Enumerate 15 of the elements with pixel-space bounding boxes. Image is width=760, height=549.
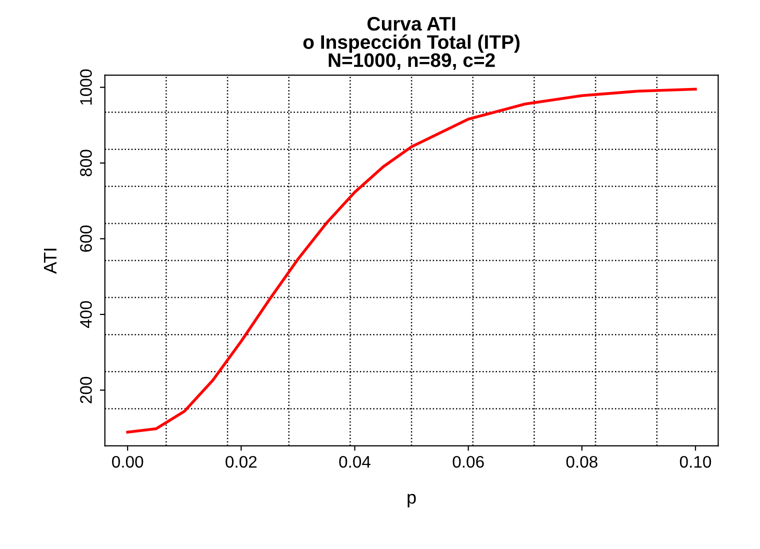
- x-axis-title: p: [408, 494, 416, 508]
- x-tick-label: 0.10: [680, 456, 712, 468]
- y-tick-label: 400: [80, 301, 92, 328]
- y-tick-label: 1000: [80, 69, 92, 105]
- x-tick-label: 0.02: [226, 456, 257, 468]
- x-tick-label: 0.00: [112, 456, 144, 468]
- x-tick-label: 0.06: [452, 456, 484, 468]
- x-tick-label: 0.08: [566, 456, 598, 468]
- chart-title: Curva ATI o Inspección Total (ITP) N=1000, n=89, c=2: [303, 16, 520, 70]
- x-tick-label: 0.04: [339, 456, 370, 468]
- line-series: [126, 88, 697, 434]
- y-tick-label: 800: [80, 150, 92, 176]
- y-tick-label: 600: [80, 225, 92, 252]
- y-tick-label: 200: [80, 376, 92, 404]
- y-axis-title: ATI: [44, 248, 56, 274]
